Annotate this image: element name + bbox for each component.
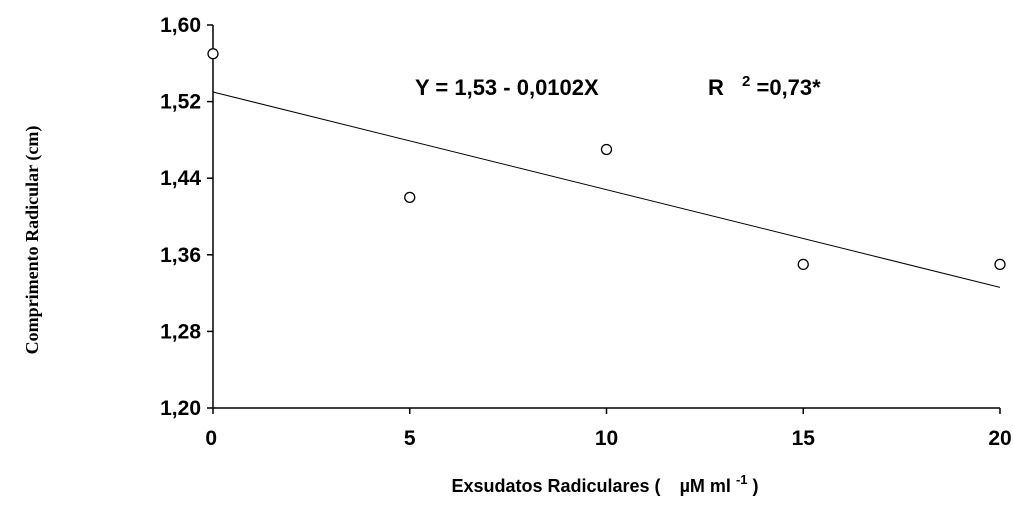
y-tick-label: 1,52 [160, 91, 201, 114]
y-tick-label: 1,36 [160, 244, 201, 267]
axes: 1,20 1,28 1,36 1,44 1,52 1,60 0 5 10 15 20 [160, 14, 1012, 450]
data-points [207, 48, 1006, 271]
labels: Y = 1,53 - 0,0102X R 2 =0,73* Exsudatos … [22, 66, 821, 496]
r-value: =0,73* [756, 75, 821, 100]
y-tick-label: 1,20 [160, 397, 201, 420]
regression-line [212, 91, 1001, 288]
y-tick-label: 1,60 [160, 14, 201, 37]
x-tick-label: 15 [792, 427, 816, 450]
r-label: R [708, 75, 724, 100]
equation-annotation: Y = 1,53 - 0,0102X [415, 75, 599, 100]
data-point [797, 258, 809, 271]
y-axis-title: Comprimento Radicular (cm) [22, 126, 43, 355]
r-exponent: 2 [742, 73, 750, 90]
data-point [404, 191, 416, 204]
x-axis-title-main: Exsudatos Radiculares ( [451, 476, 660, 496]
x-tick-label: 5 [404, 427, 416, 450]
x-axis-title-close: ) [753, 476, 759, 496]
data-point [600, 143, 613, 156]
y-tick-label: 1,44 [160, 167, 201, 190]
x-axis-title-unit: µM ml [680, 476, 731, 496]
x-tick-label: 20 [988, 427, 1011, 450]
x-axis-title-exp: -1 [736, 472, 748, 487]
data-point [207, 48, 219, 60]
x-tick-label: 10 [595, 427, 618, 450]
y-tick-label: 1,28 [160, 320, 201, 343]
x-axis-title: Exsudatos Radiculares ( µM ml -1 ) [451, 468, 758, 496]
data-point [994, 258, 1006, 271]
trendline-group [212, 91, 1001, 288]
x-tick-label: 0 [205, 427, 217, 450]
r-squared-annotation: R 2 =0,73* [708, 66, 821, 100]
